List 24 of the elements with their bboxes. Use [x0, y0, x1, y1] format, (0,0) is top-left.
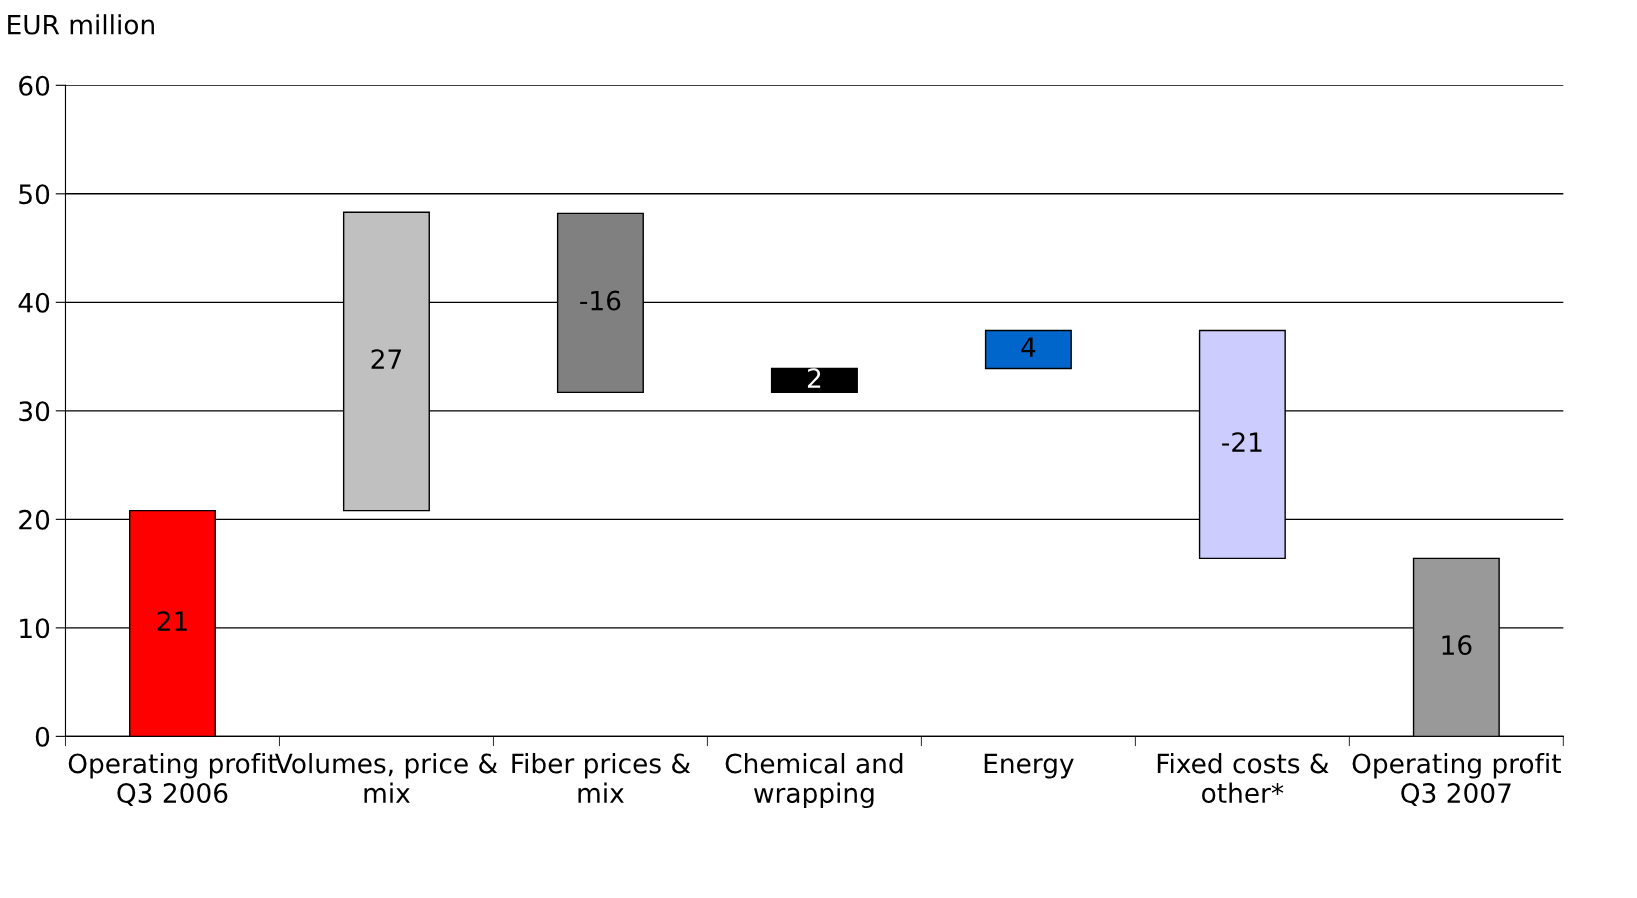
data-label: 27	[371, 349, 401, 369]
data-label: 2	[807, 368, 821, 388]
x-tick-label: Operating profit Q3 2006	[68, 753, 278, 807]
data-label: -16	[580, 290, 621, 311]
data-label: 4	[1021, 337, 1036, 357]
y-tick-label: 50	[19, 184, 50, 205]
y-tick-label: 20	[19, 509, 50, 530]
bar	[984, 329, 1072, 370]
y-tick-label: 10	[20, 618, 50, 639]
y-tick-label: 40	[18, 292, 50, 313]
bar	[770, 367, 858, 394]
x-tick-label: Fixed costs & other*	[1157, 753, 1329, 803]
data-label: 16	[1442, 635, 1472, 656]
y-tick-label: 0	[35, 726, 50, 747]
data-label: -21	[1222, 432, 1262, 452]
y-tick-label: 30	[19, 401, 50, 422]
x-tick-label: Operating profit Q3 2007	[1352, 753, 1561, 807]
data-label: 21	[157, 611, 187, 631]
x-tick-label: Fiber prices & mix	[512, 753, 691, 803]
x-tick-label: Energy	[984, 753, 1074, 779]
x-tick-label: Chemical and wrapping	[725, 753, 903, 809]
y-tick-label: 60	[19, 75, 50, 96]
y-axis-title: EUR million	[8, 14, 154, 35]
x-tick-label: Volumes, price & mix	[275, 753, 498, 803]
